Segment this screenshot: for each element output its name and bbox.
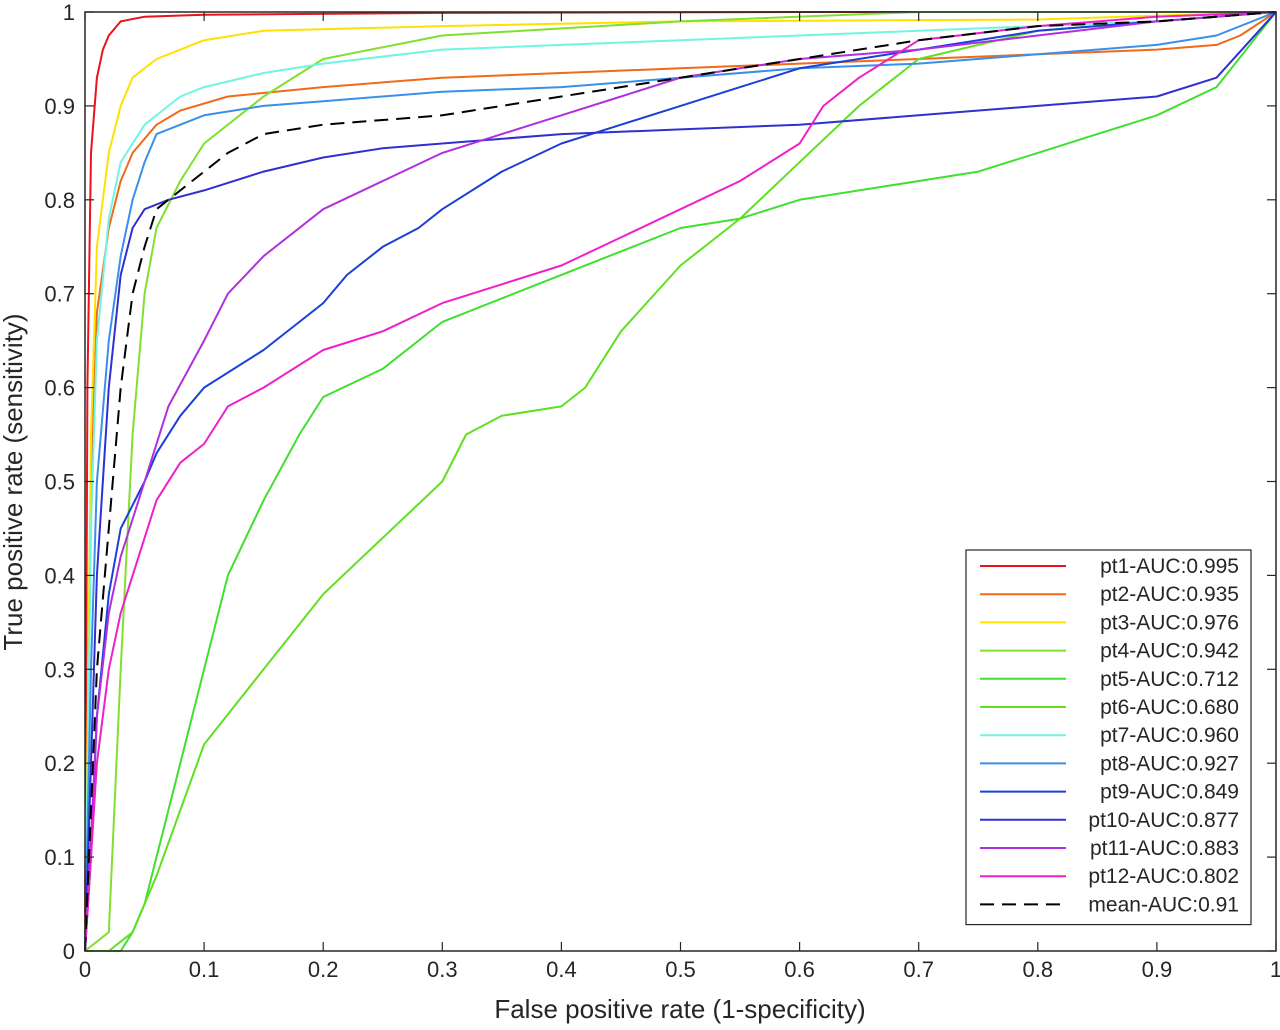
roc-curve-pt12 [84, 11, 1277, 952]
roc-curve-pt5 [85, 11, 1277, 952]
x-tick-label: 0.8 [1023, 957, 1054, 982]
roc-curve-pt6 [85, 11, 1277, 952]
roc-curve-pt4 [84, 11, 1276, 952]
y-tick-label: 0.6 [44, 376, 75, 401]
y-tick-label: 0.7 [44, 282, 75, 307]
y-axis-title: True positive rate (sensitivity) [0, 313, 28, 650]
roc-curve-pt9 [84, 11, 1277, 952]
axes: 0 0.1 0.2 0.3 0.4 0.5 0.6 0.7 0.8 0.9 1 0 0.1 0.2 0.3 0… [44, 0, 1280, 982]
legend-label: pt12-AUC:0.802 [1088, 865, 1239, 888]
x-tick-label: 0.4 [546, 957, 577, 982]
x-tick-label: 0.6 [784, 957, 815, 982]
x-tick-label: 0.2 [308, 957, 339, 982]
legend: pt1-AUC:0.995 pt2-AUC:0.935 pt3-AUC:0.976 p… [965, 549, 1252, 926]
legend-label: pt8-AUC:0.927 [1100, 752, 1239, 775]
legend-label: pt9-AUC:0.849 [1100, 781, 1239, 804]
legend-label: pt2-AUC:0.935 [1100, 583, 1239, 606]
y-tick-label: 1 [63, 0, 75, 25]
y-tick-label: 0.1 [44, 845, 75, 870]
roc-curves [84, 11, 1277, 952]
y-tick-label: 0.4 [44, 563, 75, 588]
legend-label: mean-AUC:0.91 [1088, 893, 1239, 916]
legend-label: pt5-AUC:0.712 [1100, 668, 1239, 691]
y-tick-label: 0.2 [44, 751, 75, 776]
roc-curve-pt11 [84, 11, 1277, 952]
roc-curve-mean [84, 11, 1277, 952]
x-tick-label: 0.3 [427, 957, 458, 982]
legend-label: pt1-AUC:0.995 [1100, 555, 1239, 578]
legend-label: pt10-AUC:0.877 [1088, 809, 1239, 832]
x-tick-label: 0.7 [903, 957, 934, 982]
y-tick-label: 0.5 [44, 470, 75, 495]
y-tick-label: 0.9 [44, 94, 75, 119]
x-tick-label: 0.5 [665, 957, 696, 982]
legend-label: pt11-AUC:0.883 [1090, 837, 1239, 860]
legend-label: pt4-AUC:0.942 [1100, 640, 1239, 663]
y-tick-label: 0.3 [44, 657, 75, 682]
y-tick-label: 0.8 [44, 188, 75, 213]
roc-curve-pt10 [84, 11, 1277, 952]
x-tick-label: 1 [1270, 957, 1280, 982]
legend-box [965, 549, 1252, 926]
roc-curve-pt2 [84, 11, 1277, 952]
x-tick-label: 0 [79, 957, 91, 982]
y-tick-label: 0 [63, 939, 75, 964]
legend-label: pt7-AUC:0.960 [1100, 724, 1239, 747]
x-tick-label: 0.9 [1142, 957, 1173, 982]
roc-curve-pt7 [84, 11, 1277, 952]
x-axis-title: False positive rate (1-specificity) [494, 994, 865, 1024]
legend-label: pt3-AUC:0.976 [1100, 611, 1239, 634]
legend-label: pt6-AUC:0.680 [1100, 696, 1239, 719]
x-tick-label: 0.1 [189, 957, 220, 982]
roc-curve-pt8 [84, 11, 1277, 952]
